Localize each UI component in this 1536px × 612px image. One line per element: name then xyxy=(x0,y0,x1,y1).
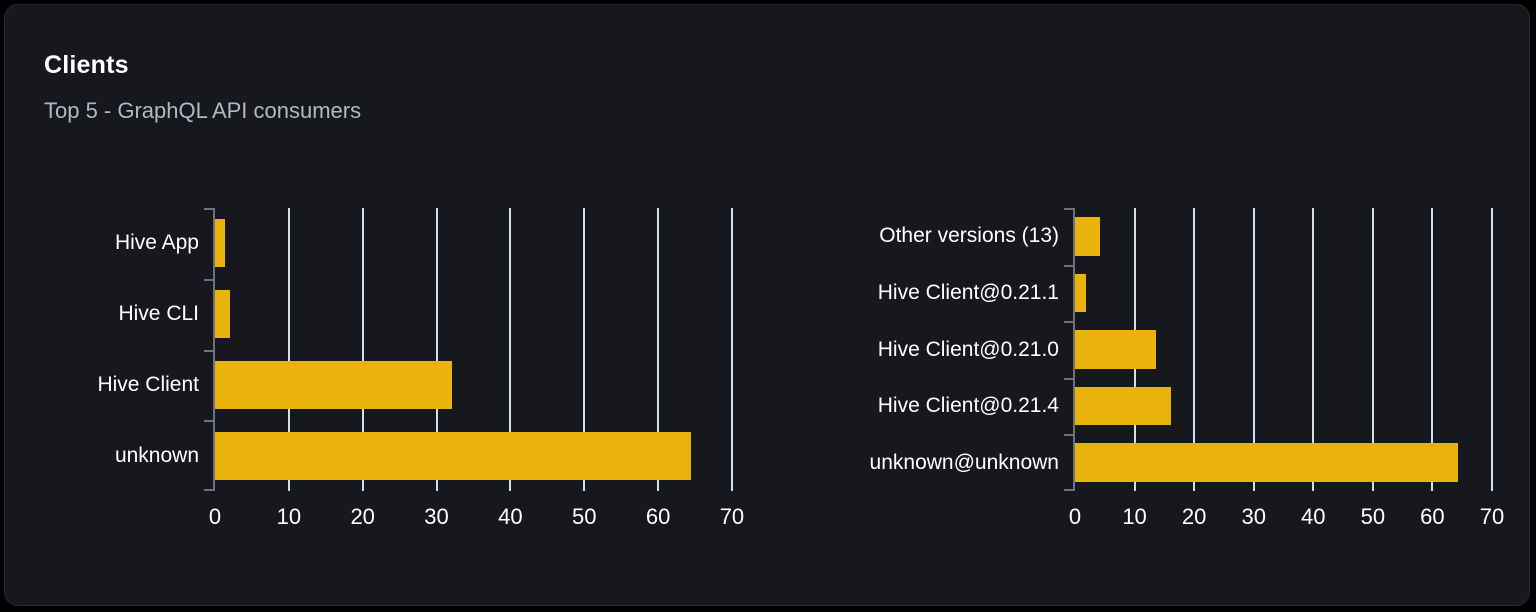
x-tick-label: 20 xyxy=(1181,504,1207,529)
x-tick-label: 40 xyxy=(498,504,523,529)
x-tick-label: 60 xyxy=(1420,504,1445,529)
y-axis-tick xyxy=(1064,434,1073,436)
bar-hive-client xyxy=(215,360,453,409)
bar-hive-cli xyxy=(215,290,230,339)
x-tick-label: 60 xyxy=(645,504,671,529)
y-axis-tick xyxy=(204,420,213,422)
y-axis-tick xyxy=(1064,378,1073,380)
gridline-10 xyxy=(287,208,290,491)
x-tick-label: 10 xyxy=(1122,504,1147,529)
gridline-60 xyxy=(657,208,660,491)
category-label: unknown xyxy=(114,443,199,467)
clients-by-version-chart: Other versions (13) Hive Client@0.21.1 Hiv… xyxy=(5,5,1529,605)
category-label: Hive App xyxy=(114,231,199,255)
gridline-50 xyxy=(1371,208,1374,491)
x-tick-label: 10 xyxy=(276,504,302,529)
gridline-30 xyxy=(1252,208,1255,491)
category-label: Hive Client xyxy=(97,372,199,396)
y-axis xyxy=(1073,208,1075,491)
gridline-40 xyxy=(1312,208,1315,491)
gridline-40 xyxy=(509,208,512,491)
y-axis-tick xyxy=(204,279,213,281)
x-tick-label: 40 xyxy=(1301,504,1326,529)
category-label: Hive Client@0.21.0 xyxy=(877,337,1059,361)
gridline-20 xyxy=(1193,208,1196,491)
y-axis-tick xyxy=(204,208,213,210)
clients-by-name-chart: Hive App Hive CLI Hive Client unknown 0 10 20 3… xyxy=(5,5,1529,605)
y-axis-tick xyxy=(1064,489,1073,491)
gridline-30 xyxy=(435,208,438,491)
x-tick-label: 30 xyxy=(1241,504,1266,529)
y-axis-tick xyxy=(204,350,213,352)
bar-other-versions-13- xyxy=(1075,217,1101,256)
category-label: Hive CLI xyxy=(118,302,199,326)
category-label: Hive Client@0.21.4 xyxy=(877,394,1059,418)
category-label: unknown@unknown xyxy=(869,450,1059,474)
clients-card: Clients Top 5 - GraphQL API consumers Hi… xyxy=(4,4,1530,606)
x-tick-label: 50 xyxy=(572,504,597,529)
x-tick-label: 50 xyxy=(1360,504,1386,529)
y-axis-tick xyxy=(1064,265,1073,267)
x-tick-label: 70 xyxy=(1479,504,1505,529)
bar-hive-app xyxy=(215,219,226,268)
x-tick-label: 0 xyxy=(208,504,222,529)
bar-hive-client-0-21-4 xyxy=(1075,386,1171,426)
bar-hive-client-0-21-1 xyxy=(1075,273,1086,313)
card-title: Clients xyxy=(44,51,129,79)
gridline-20 xyxy=(361,208,364,491)
bar-unknown xyxy=(215,431,692,480)
gridline-50 xyxy=(583,208,586,491)
y-axis-tick xyxy=(204,489,213,491)
y-axis-tick xyxy=(1064,208,1073,210)
x-tick-label: 20 xyxy=(350,504,375,529)
category-label: Other versions (13) xyxy=(879,224,1059,248)
y-axis-tick xyxy=(1064,321,1073,323)
y-axis xyxy=(213,208,215,491)
x-tick-label: 30 xyxy=(424,504,449,529)
gridline-70 xyxy=(730,208,733,491)
card-subtitle: Top 5 - GraphQL API consumers xyxy=(44,98,362,123)
x-tick-label: 70 xyxy=(719,504,745,529)
bar-unknown-unknown xyxy=(1075,443,1459,482)
gridline-70 xyxy=(1490,208,1493,491)
category-label: Hive Client@0.21.1 xyxy=(877,280,1059,304)
x-tick-label: 0 xyxy=(1068,504,1082,529)
gridline-60 xyxy=(1431,208,1434,491)
bar-hive-client-0-21-0 xyxy=(1075,330,1156,369)
